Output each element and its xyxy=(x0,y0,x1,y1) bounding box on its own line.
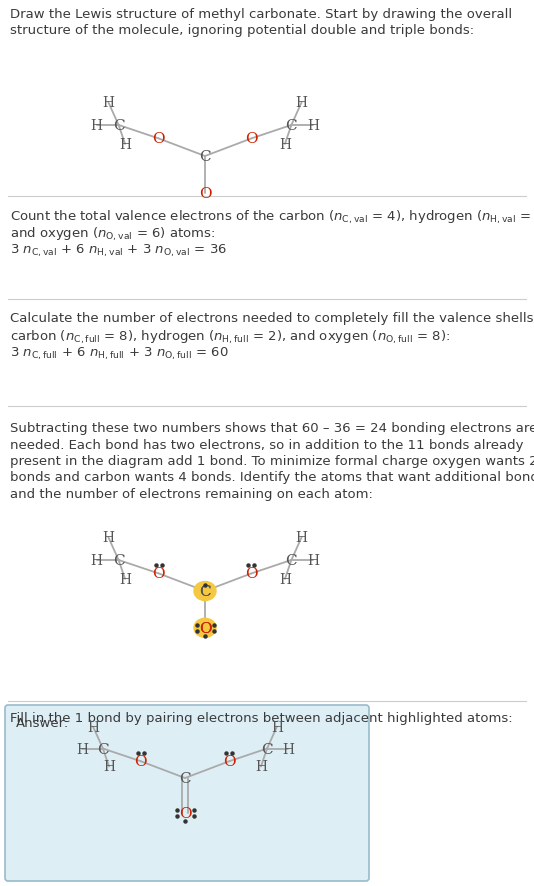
Text: C: C xyxy=(286,119,297,133)
Text: structure of the molecule, ignoring potential double and triple bonds:: structure of the molecule, ignoring pote… xyxy=(10,24,474,37)
Text: Answer:: Answer: xyxy=(16,716,69,729)
Text: H: H xyxy=(91,554,103,567)
Text: H: H xyxy=(279,572,291,587)
Text: C: C xyxy=(286,554,297,567)
Text: Count the total valence electrons of the carbon ($n_\mathregular{C,val}$ = 4), h: Count the total valence electrons of the… xyxy=(10,209,534,226)
Text: O: O xyxy=(152,132,165,146)
Text: C: C xyxy=(113,119,124,133)
Text: H: H xyxy=(307,554,319,567)
Text: O: O xyxy=(179,806,191,820)
Text: O: O xyxy=(245,132,258,146)
Text: Calculate the number of electrons needed to completely fill the valence shells f: Calculate the number of electrons needed… xyxy=(10,312,534,324)
Text: C: C xyxy=(199,585,211,598)
Text: O: O xyxy=(199,187,211,200)
Text: O: O xyxy=(245,567,258,580)
Text: H: H xyxy=(119,137,131,152)
Text: H: H xyxy=(296,96,308,110)
Text: H: H xyxy=(282,742,294,756)
Text: H: H xyxy=(307,119,319,133)
Text: O: O xyxy=(199,621,211,635)
Text: Subtracting these two numbers shows that 60 – 36 = 24 bonding electrons are: Subtracting these two numbers shows that… xyxy=(10,422,534,434)
Ellipse shape xyxy=(194,582,216,601)
Text: H: H xyxy=(296,531,308,544)
FancyBboxPatch shape xyxy=(5,705,369,881)
Text: and oxygen ($n_\mathregular{O,val}$ = 6) atoms:: and oxygen ($n_\mathregular{O,val}$ = 6)… xyxy=(10,226,215,243)
Text: Fill in the 1 bond by pairing electrons between adjacent highlighted atoms:: Fill in the 1 bond by pairing electrons … xyxy=(10,711,513,724)
Text: O: O xyxy=(223,754,235,768)
Text: H: H xyxy=(103,759,115,773)
Ellipse shape xyxy=(194,618,216,638)
Text: carbon ($n_\mathregular{C,full}$ = 8), hydrogen ($n_\mathregular{H,full}$ = 2), : carbon ($n_\mathregular{C,full}$ = 8), h… xyxy=(10,329,450,346)
Text: present in the diagram add 1 bond. To minimize formal charge oxygen wants 2: present in the diagram add 1 bond. To mi… xyxy=(10,455,534,468)
Text: H: H xyxy=(102,531,114,544)
Text: C: C xyxy=(199,150,211,164)
Text: H: H xyxy=(87,719,99,734)
Text: H: H xyxy=(255,759,267,773)
Text: H: H xyxy=(271,719,283,734)
Text: 3 $n_\mathregular{C,val}$ + 6 $n_\mathregular{H,val}$ + 3 $n_\mathregular{O,val}: 3 $n_\mathregular{C,val}$ + 6 $n_\mathre… xyxy=(10,243,227,259)
Text: H: H xyxy=(279,137,291,152)
Text: Draw the Lewis structure of methyl carbonate. Start by drawing the overall: Draw the Lewis structure of methyl carbo… xyxy=(10,8,512,21)
Text: H: H xyxy=(119,572,131,587)
Text: C: C xyxy=(97,742,109,756)
Text: C: C xyxy=(261,742,273,756)
Text: C: C xyxy=(179,771,191,785)
Text: C: C xyxy=(113,554,124,567)
Text: and the number of electrons remaining on each atom:: and the number of electrons remaining on… xyxy=(10,487,373,501)
Text: 3 $n_\mathregular{C,full}$ + 6 $n_\mathregular{H,full}$ + 3 $n_\mathregular{O,fu: 3 $n_\mathregular{C,full}$ + 6 $n_\mathr… xyxy=(10,346,229,362)
Text: O: O xyxy=(152,567,165,580)
Text: O: O xyxy=(199,621,211,635)
Text: needed. Each bond has two electrons, so in addition to the 11 bonds already: needed. Each bond has two electrons, so … xyxy=(10,438,523,451)
Text: O: O xyxy=(135,754,147,768)
Text: C: C xyxy=(199,585,211,598)
Text: bonds and carbon wants 4 bonds. Identify the atoms that want additional bonds: bonds and carbon wants 4 bonds. Identify… xyxy=(10,471,534,484)
Text: H: H xyxy=(91,119,103,133)
Text: H: H xyxy=(102,96,114,110)
Text: H: H xyxy=(76,742,88,756)
